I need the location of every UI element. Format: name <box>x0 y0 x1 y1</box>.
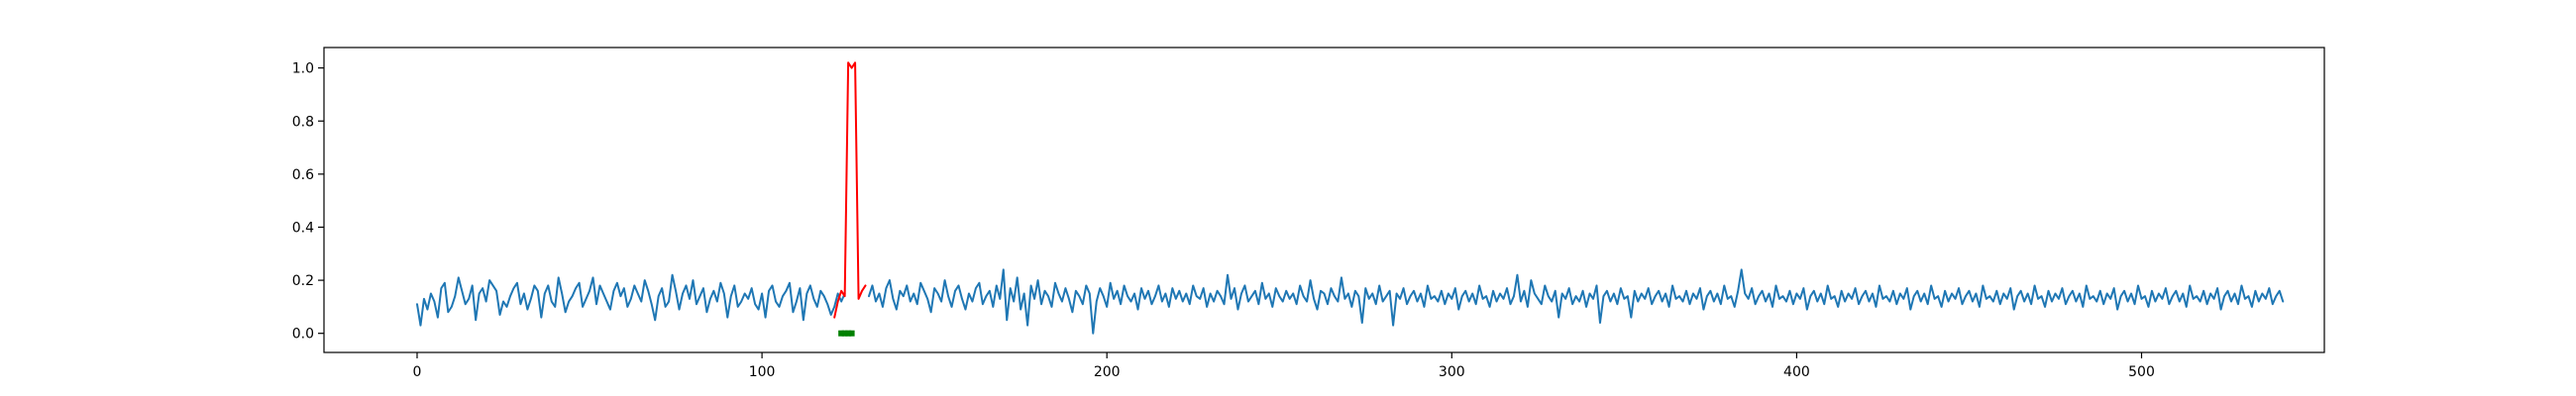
x-axis-ticks: 0 100 200 300 400 500 <box>413 352 2155 380</box>
x-tick-label: 200 <box>1094 364 1121 380</box>
y-tick-label: 0.2 <box>292 273 314 289</box>
x-tick-label: 400 <box>1783 364 1810 380</box>
x-tick-label: 500 <box>2128 364 2155 380</box>
y-tick-label: 0.8 <box>292 114 314 130</box>
y-tick-label: 0.6 <box>292 167 314 183</box>
marker-layer <box>838 330 855 337</box>
x-tick-label: 100 <box>749 364 776 380</box>
marker-point <box>838 330 845 337</box>
y-tick-label: 0.0 <box>292 327 314 343</box>
y-tick-label: 0.4 <box>292 220 314 236</box>
series-line-3 <box>868 268 2285 335</box>
marker-point <box>841 330 848 337</box>
marker-point <box>845 330 852 337</box>
y-axis-ticks: 0.0 0.2 0.4 0.6 0.8 1.0 <box>292 61 324 343</box>
x-tick-label: 300 <box>1439 364 1465 380</box>
y-tick-label: 1.0 <box>292 61 314 77</box>
series-line-1 <box>415 273 846 327</box>
x-tick-label: 0 <box>413 364 422 380</box>
series-line-2 <box>833 61 867 319</box>
marker-point <box>848 330 855 337</box>
series-layer <box>415 61 2285 335</box>
plot-frame <box>323 47 2325 353</box>
